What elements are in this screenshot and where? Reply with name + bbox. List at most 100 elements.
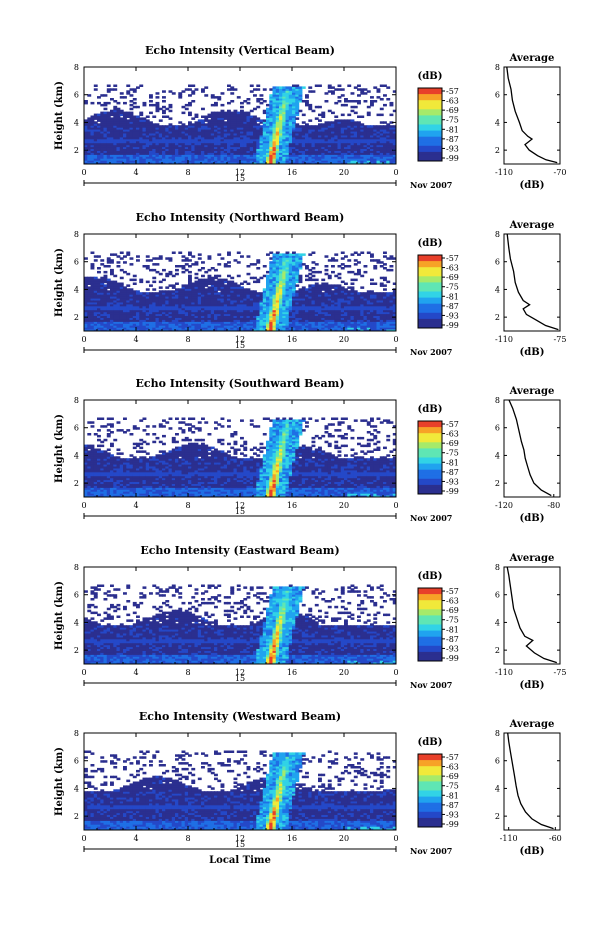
- panel-title: Echo Intensity (Westward Beam): [139, 710, 341, 723]
- colorbar-unit: (dB): [418, 571, 443, 582]
- colorbar-step: [418, 321, 442, 326]
- colorbar-frame: [417, 753, 443, 828]
- colorbar-label: -69: [446, 439, 459, 448]
- colorbar-step: [418, 796, 442, 801]
- colorbar-step: [418, 309, 442, 314]
- heatmap: [84, 417, 396, 497]
- heatmap: [84, 251, 396, 331]
- colorbar-label: -81: [446, 292, 459, 301]
- colorbar-step: [418, 142, 442, 147]
- colorbar-step: [418, 802, 442, 807]
- colorbar-step: [418, 814, 442, 819]
- colorbar-step: [418, 766, 442, 770]
- y-axis-label: Height (km): [54, 248, 65, 317]
- average-x-label: (dB): [520, 846, 545, 857]
- x-tick-label: 0: [81, 834, 86, 843]
- colorbar-step: [418, 817, 442, 822]
- date-label: Nov 2007: [410, 513, 452, 523]
- y-tick-label: 2: [74, 146, 79, 155]
- colorbar-step: [418, 270, 442, 274]
- colorbar-step: [418, 315, 442, 320]
- colorbar-step: [418, 615, 442, 619]
- colorbar-step: [418, 139, 442, 144]
- y-tick-label: 6: [74, 424, 79, 433]
- colorbar-step: [418, 303, 442, 308]
- x-tick-label: 16: [287, 834, 297, 843]
- colorbar-label: -69: [446, 273, 459, 282]
- x-tick-label: 8: [185, 668, 190, 677]
- colorbar: [418, 588, 442, 662]
- colorbar-step: [418, 469, 442, 474]
- colorbar: [418, 255, 442, 329]
- colorbar-unit: (dB): [418, 71, 443, 82]
- colorbar-step: [418, 618, 442, 622]
- colorbar-step: [418, 318, 442, 323]
- x-tick-label: 0: [393, 501, 398, 510]
- x-tick-label: 4: [133, 501, 138, 510]
- colorbar-step: [418, 291, 442, 295]
- colorbar-step: [418, 466, 442, 471]
- colorbar-label: -87: [446, 635, 459, 644]
- colorbar-step: [418, 645, 442, 650]
- average-y-tick-label: 2: [495, 812, 500, 821]
- colorbar-step: [418, 148, 442, 153]
- colorbar-step: [418, 760, 442, 764]
- colorbar-step: [418, 312, 442, 317]
- colorbar-step: [418, 325, 442, 329]
- average-frame: [503, 566, 561, 665]
- colorbar-label: -57: [446, 753, 459, 762]
- colorbar-step: [418, 118, 442, 122]
- average-title: Average: [509, 386, 555, 397]
- colorbar-step: [418, 300, 442, 305]
- colorbar-step: [418, 442, 442, 446]
- x-tick-label: 12: [235, 168, 245, 177]
- x-tick-label: 12: [235, 834, 245, 843]
- average-x-tick-label: -110: [495, 668, 513, 677]
- x-tick-label: 16: [287, 335, 297, 344]
- y-tick-label: 8: [74, 63, 79, 72]
- colorbar-label: -69: [446, 772, 459, 781]
- heatmap: [84, 750, 396, 830]
- average-y-tick-label: 2: [495, 479, 500, 488]
- x-tick-label: 8: [185, 168, 190, 177]
- colorbar-step: [418, 136, 442, 141]
- average-x-tick-label: -110: [495, 335, 513, 344]
- panel-4: Echo Intensity (Eastward Beam) 2 4 6 8 Height…: [54, 544, 566, 691]
- average-x-tick-label: -110: [500, 834, 518, 843]
- colorbar-step: [418, 597, 442, 601]
- colorbar-step: [418, 654, 442, 659]
- y-tick-label: 8: [74, 396, 79, 405]
- colorbar-step: [418, 112, 442, 116]
- colorbar-label: -69: [446, 606, 459, 615]
- colorbar-step: [418, 306, 442, 311]
- x-tick-label: 0: [393, 834, 398, 843]
- colorbar-step: [418, 463, 442, 468]
- average-y-tick-label: 6: [495, 591, 500, 600]
- colorbar-step: [418, 261, 442, 265]
- colorbar-label: -63: [446, 97, 459, 106]
- colorbar-frame: [417, 254, 443, 329]
- colorbar-step: [418, 279, 442, 283]
- colorbar-step: [418, 285, 442, 289]
- x-tick-label: 0: [81, 668, 86, 677]
- colorbar-step: [418, 421, 442, 425]
- colorbar-label: -93: [446, 810, 459, 819]
- colorbar-step: [418, 154, 442, 159]
- colorbar-step: [418, 106, 442, 110]
- colorbar-step: [418, 636, 442, 641]
- date-label: Nov 2007: [410, 680, 452, 690]
- colorbar-step: [418, 763, 442, 767]
- average-profile-line: [506, 66, 558, 164]
- colorbar-step: [418, 781, 442, 785]
- x-tick-label: 12: [235, 668, 245, 677]
- average-x-tick-label: -70: [554, 168, 567, 177]
- average-y-tick-label: 8: [495, 230, 500, 239]
- y-tick-label: 6: [74, 91, 79, 100]
- average-y-tick-label: 4: [495, 285, 500, 294]
- colorbar-step: [418, 115, 442, 119]
- x-tick-label: 16: [287, 668, 297, 677]
- y-tick-label: 8: [74, 230, 79, 239]
- colorbar-step: [418, 91, 442, 95]
- colorbar-label: -93: [446, 144, 459, 153]
